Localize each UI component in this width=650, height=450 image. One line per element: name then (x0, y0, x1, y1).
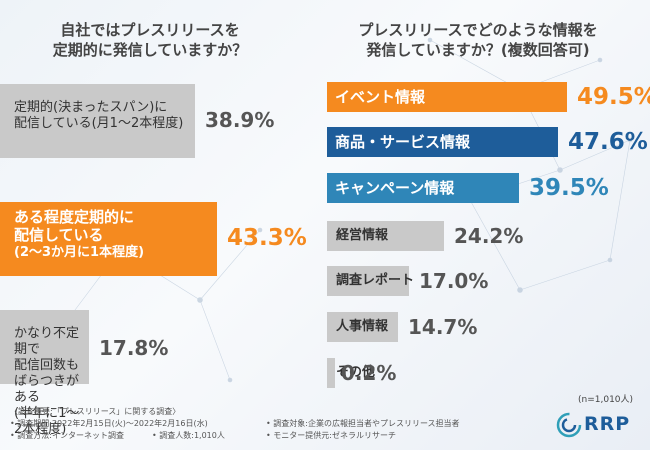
right-bar-6-value: 0.2% (341, 361, 397, 385)
right-bar-4-value: 17.0% (419, 269, 489, 293)
right-bar-4-label: 調査レポート (336, 273, 415, 288)
left-bar-1: ある程度定期的に 配信している (2～3か月に1本程度) (0, 202, 217, 276)
survey-target: • 調査対象:企業の広報担当者やプレスリリース担当者 (266, 419, 460, 428)
right-chart-title: プレスリリースでどのような情報を 発信していますか？(複数回答可) (328, 20, 628, 60)
monitor-provider: • モニター提供元:ゼネラルリサーチ (266, 431, 396, 440)
right-bar-0-value: 49.5% (577, 84, 650, 110)
right-bar-2: キャンペーン情報 (327, 173, 519, 203)
survey-count: • 調査人数:1,010人 (152, 431, 225, 440)
right-bar-3 (327, 221, 444, 251)
left-bar-2-label-line-2: 配信回数もばらつきがある (14, 358, 80, 405)
rrp-logo-text: RRP (584, 413, 631, 435)
right-bar-5-label: 人事情報 (336, 319, 389, 334)
right-title-line-2: 発信していますか？(複数回答可) (366, 41, 590, 59)
sample-size: (n=1,010人) (578, 395, 634, 405)
right-bar-1-value: 47.6% (568, 129, 648, 155)
right-bar-3-label: 経営情報 (336, 228, 389, 243)
left-title-line-2: 定期的に発信していますか？ (52, 41, 248, 59)
left-bar-1-label-line-3: (2～3か月に1本程度) (14, 245, 145, 260)
left-chart-title: 自社ではプレスリリースを 定期的に発信していますか？ (30, 20, 270, 60)
right-bar-4 (327, 266, 409, 296)
right-bar-2-value: 39.5% (529, 175, 609, 201)
left-title-line-1: 自社ではプレスリリースを (60, 21, 240, 39)
left-bar-0-label-line-2: 配信している(月1～2本程度) (14, 116, 184, 131)
rrp-logo-icon (556, 412, 582, 438)
left-bar-0: 定期的(決まったスパン)に 配信している(月1～2本程度) (0, 84, 195, 158)
right-bar-6 (327, 358, 335, 388)
right-bar-0: イベント情報 (327, 82, 567, 112)
left-bar-1-label-line-1: ある程度定期的に (14, 208, 135, 226)
survey-period: • 調査期間:2022年2月15日(火)～2022年2月16日(水) (10, 419, 208, 428)
survey-note-heading: 〈調査概要:「プレスリリース」に関する調査〉 (10, 407, 181, 416)
left-bar-0-value: 38.9% (205, 108, 275, 132)
left-bar-1-label-line-2: 配信している (14, 226, 104, 244)
survey-method: • 調査方法:インターネット調査 (10, 431, 124, 440)
left-bar-0-label-line-1: 定期的(決まったスパン)に (14, 100, 168, 115)
left-bar-2-label-line-3: (半年に1～2本程度) (14, 406, 80, 437)
left-bar-2: かなり不定期で 配信回数もばらつきがある (半年に1～2本程度) (0, 310, 89, 437)
right-bar-3-value: 24.2% (454, 224, 524, 248)
left-bar-2-value: 17.8% (99, 336, 169, 360)
right-bar-5-value: 14.7% (408, 315, 478, 339)
right-bar-5 (327, 312, 398, 342)
left-bar-2-label-line-1: かなり不定期で (14, 326, 80, 357)
right-bar-1: 商品・サービス情報 (327, 127, 558, 157)
left-bar-1-value: 43.3% (227, 225, 307, 251)
right-title-line-1: プレスリリースでどのような情報を (358, 21, 598, 39)
right-bar-6-label: その他 (336, 365, 376, 380)
